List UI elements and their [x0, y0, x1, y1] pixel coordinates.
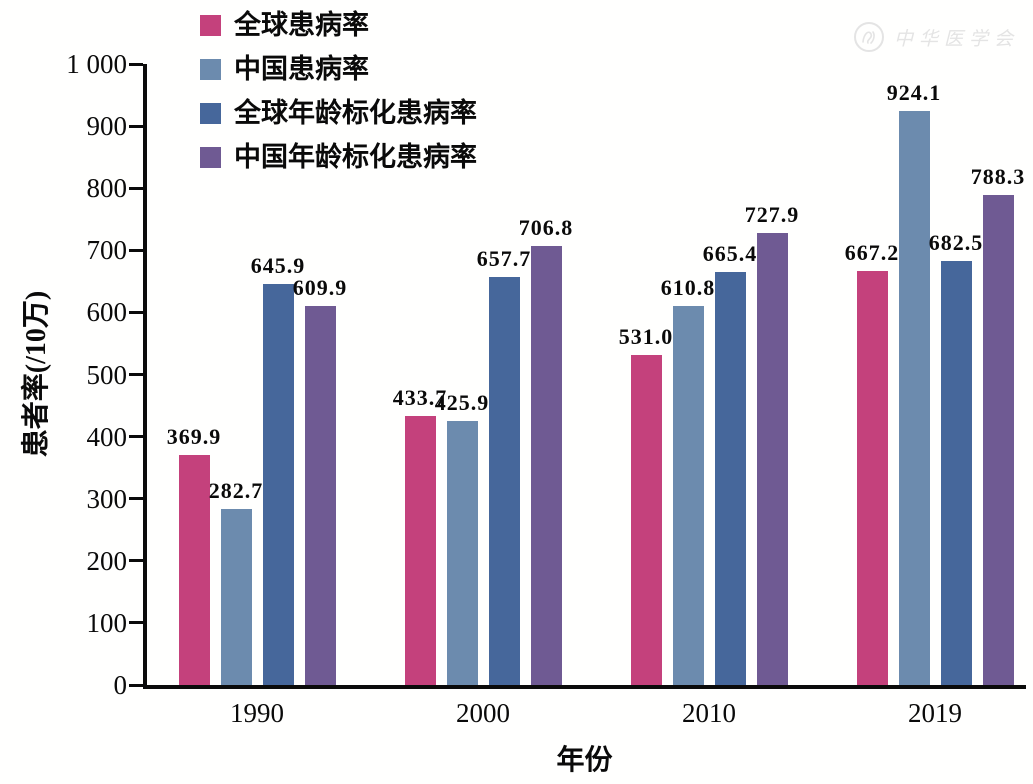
x-axis-tick-label: 1990 — [230, 698, 284, 728]
legend-item: 全球年龄标化患病率 — [200, 100, 477, 127]
bar — [530, 246, 562, 685]
y-axis-tick-label: 1 000 — [66, 49, 127, 79]
watermark-text: 中华医学会 — [893, 28, 1019, 50]
bar-value-label: 425.9 — [434, 389, 490, 415]
legend-label: 中国年龄标化患病率 — [234, 142, 477, 172]
y-axis-tick — [129, 373, 143, 376]
bar-value-label: 706.8 — [518, 215, 574, 241]
legend-swatch — [200, 59, 221, 80]
y-axis-tick-label: 500 — [86, 359, 128, 390]
bar — [304, 306, 336, 685]
y-axis-tick — [129, 62, 143, 66]
legend-swatch — [200, 103, 221, 124]
bar — [488, 276, 520, 685]
y-axis-tick-label: 700 — [86, 235, 128, 266]
watermark: 中华医学会 — [852, 20, 1019, 54]
bar — [940, 261, 972, 685]
bar — [404, 415, 436, 685]
y-axis-tick — [129, 186, 143, 190]
legend: 全球患病率中国患病率全球年龄标化患病率 中国年龄标化患病率 — [200, 12, 477, 188]
legend-label: 全球年龄标化患病率 — [234, 98, 477, 128]
bar-value-label: 609.9 — [292, 275, 348, 301]
legend-item: 全球患病率 — [200, 12, 477, 39]
y-axis-tick — [129, 310, 143, 314]
bar-value-label: 788.3 — [970, 164, 1026, 190]
x-axis-tick-label: 2010 — [682, 698, 736, 728]
y-axis-tick-label: 200 — [86, 545, 128, 576]
y-axis-tick-label: 900 — [86, 111, 128, 142]
y-axis-tick-label: 100 — [86, 607, 128, 638]
legend-swatch — [200, 15, 221, 36]
y-axis-tick-label: 0 — [113, 670, 128, 700]
y-axis-tick — [129, 435, 143, 439]
bar — [630, 355, 662, 685]
y-axis-tick — [129, 683, 143, 687]
y-axis-tick — [129, 248, 143, 252]
watermark-emblem-icon — [853, 22, 884, 52]
bar-value-label: 531.0 — [618, 324, 674, 350]
x-axis-tick-label: 2019 — [908, 698, 962, 728]
bar-value-label: 682.5 — [928, 230, 984, 256]
bar — [178, 455, 210, 685]
y-axis-tick — [129, 559, 143, 563]
bar-value-label: 727.9 — [744, 201, 800, 227]
y-axis-tick-label: 600 — [86, 297, 128, 328]
bar — [446, 420, 478, 685]
bar — [898, 111, 930, 685]
legend-item: 中国年龄标化患病率 — [200, 144, 477, 171]
bar — [982, 195, 1014, 685]
bar — [672, 305, 704, 685]
plot-area: 0 100 200 300 400 500 600 700 800 900 1 000 369.9 43… — [66, 49, 1026, 728]
bar-value-label: 645.9 — [250, 252, 306, 278]
bar — [856, 270, 888, 685]
bar-value-label: 657.7 — [476, 245, 532, 271]
bar-value-label: 433.7 — [392, 384, 448, 410]
y-axis-tick-label: 300 — [86, 483, 128, 514]
legend-label: 全球患病率 — [234, 10, 369, 40]
bar — [220, 509, 252, 685]
bar — [262, 283, 294, 685]
y-axis-tick-label: 800 — [86, 173, 128, 204]
bar-value-label: 665.4 — [702, 240, 758, 266]
bar-value-label: 610.8 — [660, 274, 716, 300]
x-axis-title: 年份 — [556, 745, 613, 776]
bar-value-label: 924.1 — [886, 80, 942, 106]
bar-value-label: 282.7 — [208, 478, 264, 504]
y-axis-tick-label: 400 — [86, 421, 128, 452]
bar-value-label: 667.2 — [844, 239, 900, 265]
x-axis-tick-label: 2000 — [456, 698, 510, 728]
bar-value-label: 369.9 — [166, 424, 222, 450]
y-axis-tick — [129, 497, 143, 501]
bar — [756, 232, 788, 685]
legend-item: 中国患病率 — [200, 56, 477, 83]
bar — [714, 271, 746, 685]
y-axis-tick — [129, 124, 143, 128]
y-axis-tick — [129, 621, 143, 625]
legend-label: 中国患病率 — [234, 54, 369, 84]
legend-swatch — [200, 147, 221, 168]
